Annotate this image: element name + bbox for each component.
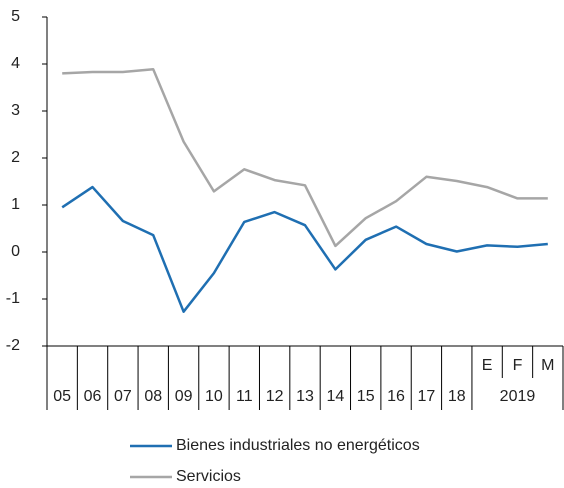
x-tick-label: 10 (205, 388, 223, 405)
x-tick-label: 17 (418, 388, 436, 405)
y-tick-label: -1 (6, 290, 20, 307)
x-tick-label: 12 (266, 388, 284, 405)
x-tick-label: 07 (114, 388, 132, 405)
x-tick-label: 14 (326, 388, 344, 405)
y-tick-label: 2 (11, 149, 20, 166)
x-tick-label: 05 (53, 388, 71, 405)
x-tick-label: 15 (357, 388, 375, 405)
y-tick-label: 0 (11, 243, 20, 260)
x-tick-label: 06 (84, 388, 102, 405)
x-tick-label: M (541, 357, 554, 374)
y-tick-label: 5 (11, 8, 20, 25)
x-tick-label: 08 (144, 388, 162, 405)
x-group-label: 2019 (500, 388, 536, 405)
legend-label: Servicios (176, 468, 241, 485)
x-tick-label: 13 (296, 388, 314, 405)
y-tick-label: 3 (11, 102, 20, 119)
x-tick-label: 09 (175, 388, 193, 405)
x-tick-label: 11 (236, 388, 253, 405)
y-tick-label: 4 (11, 55, 20, 72)
x-tick-label: E (482, 357, 493, 374)
x-tick-label: 16 (387, 388, 405, 405)
y-tick-label: -2 (6, 337, 20, 354)
x-tick-label: 18 (448, 388, 466, 405)
line-series (62, 67, 548, 248)
legend-label: Bienes industriales no energéticos (176, 437, 420, 454)
line-series (61, 185, 548, 313)
x-tick-label: F (513, 357, 523, 374)
y-tick-label: 1 (11, 196, 20, 213)
